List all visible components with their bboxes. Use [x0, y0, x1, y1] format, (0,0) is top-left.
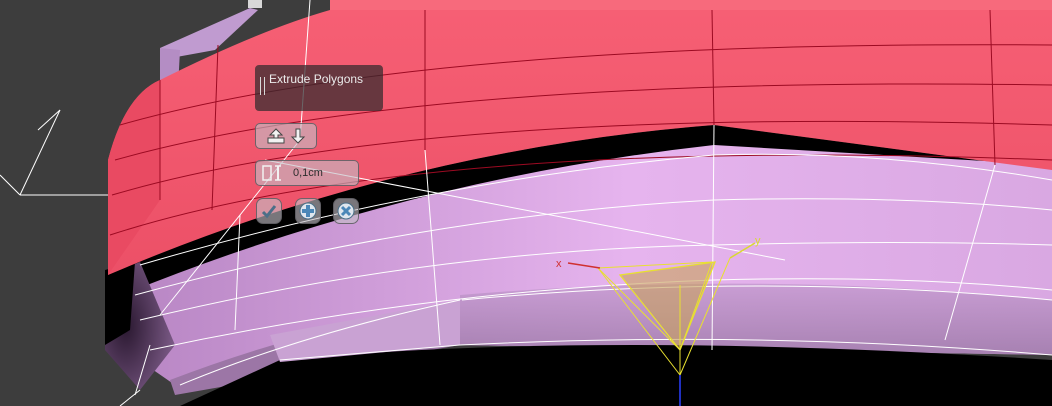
transform-gizmo: x y: [556, 235, 761, 406]
caddy-title-panel[interactable]: Extrude Polygons: [255, 65, 383, 111]
caddy-title: Extrude Polygons: [269, 72, 364, 86]
x-icon: [337, 202, 355, 220]
selected-edges: [109, 9, 1052, 236]
gizmo-y-label: y: [755, 235, 761, 247]
plus-icon: [299, 202, 317, 220]
mesh-top-left: [160, 8, 258, 60]
check-icon: [260, 202, 278, 220]
height-value[interactable]: 0,1cm: [293, 167, 323, 179]
gizmo-x-label: x: [556, 258, 562, 270]
extrude-outward-icon: [266, 127, 288, 145]
mesh-lower-void: [180, 345, 1052, 406]
extrude-inward-icon: [290, 127, 306, 145]
wireframe-background: [0, 109, 115, 196]
ok-button[interactable]: [256, 198, 282, 224]
height-spinner[interactable]: 0,1cm: [255, 160, 359, 186]
extrusion-type-button[interactable]: [255, 123, 317, 149]
apply-button[interactable]: [295, 198, 321, 224]
drag-grip-icon[interactable]: [260, 77, 265, 95]
height-icon: [261, 164, 287, 182]
cancel-button[interactable]: [333, 198, 359, 224]
